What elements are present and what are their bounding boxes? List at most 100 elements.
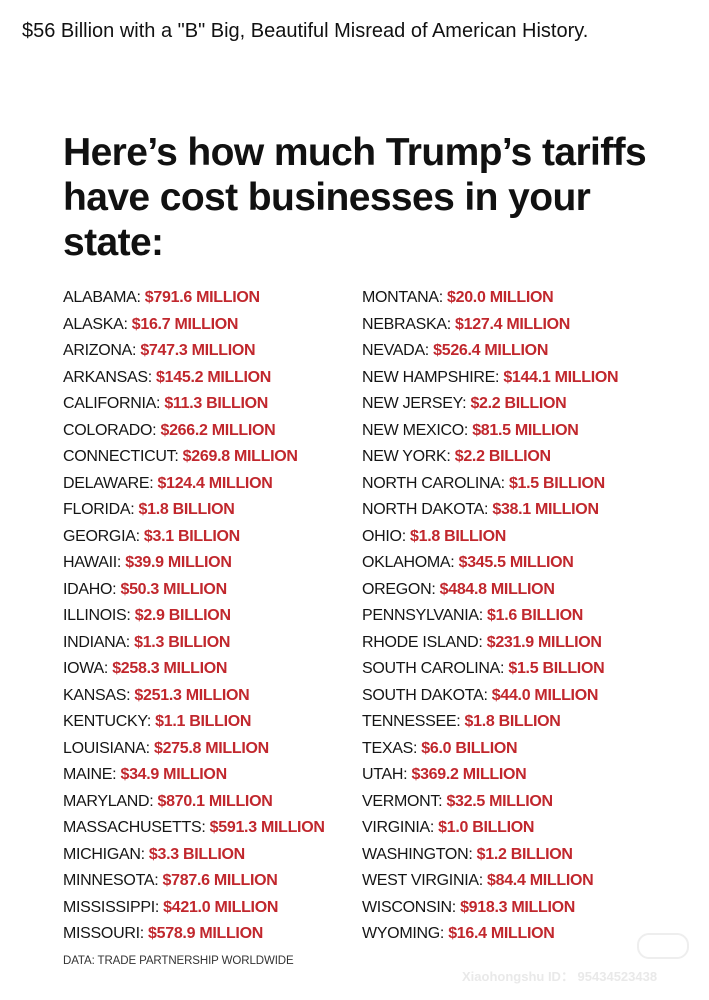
state-row: NEW MEXICO: $81.5 MILLION — [362, 418, 618, 445]
tariff-cost: $345.5 MILLION — [458, 554, 574, 571]
state-name: MONTANA: — [362, 289, 443, 306]
state-row: WISCONSIN: $918.3 MILLION — [362, 895, 618, 922]
tariff-cost: $50.3 MILLION — [120, 580, 227, 598]
state-name: TENNESSEE: — [362, 713, 461, 730]
state-name: MISSISSIPPI: — [63, 898, 159, 916]
state-row: UTAH: $369.2 MILLION — [362, 762, 618, 789]
tariff-cost: $144.1 MILLION — [503, 368, 619, 386]
tariff-cost: $791.6 MILLION — [144, 289, 260, 306]
state-row: OREGON: $484.8 MILLION — [362, 577, 618, 604]
state-name: COLORADO: — [63, 421, 157, 439]
headline: Here’s how much Trump’s tariffs have cos… — [63, 131, 647, 264]
state-row: NEW HAMPSHIRE: $144.1 MILLION — [362, 365, 619, 392]
state-name: WASHINGTON: — [362, 845, 473, 863]
state-row: WASHINGTON: $1.2 BILLION — [362, 842, 618, 869]
state-name: KENTUCKY: — [63, 713, 151, 730]
tariff-cost: $145.2 MILLION — [156, 368, 271, 386]
state-name: MASSACHUSETTS: — [63, 819, 206, 836]
state-name: WYOMING: — [362, 925, 445, 942]
state-row: KENTUCKY: $1.1 BILLION — [63, 709, 325, 736]
state-name: RHODE ISLAND: — [362, 633, 483, 651]
tariff-cost: $1.3 BILLION — [134, 633, 231, 651]
tariff-cost: $1.0 BILLION — [438, 819, 535, 836]
state-name: ILLINOIS: — [63, 607, 131, 624]
tariff-cost: $747.3 MILLION — [140, 342, 256, 359]
state-row: TEXAS: $6.0 BILLION — [362, 736, 618, 763]
tariff-cost: $84.4 MILLION — [487, 872, 594, 889]
state-name: CALIFORNIA: — [63, 395, 161, 412]
tariff-cost: $124.4 MILLION — [157, 474, 273, 492]
state-name: SOUTH CAROLINA: — [362, 660, 505, 677]
tariff-cost: $16.4 MILLION — [448, 925, 555, 942]
tariff-cost: $44.0 MILLION — [491, 686, 599, 704]
state-row: ALASKA: $16.7 MILLION — [63, 312, 325, 339]
state-row: ALABAMA: $791.6 MILLION — [63, 285, 325, 312]
state-row: IOWA: $258.3 MILLION — [63, 656, 325, 683]
tariff-cost: $2.9 BILLION — [134, 607, 231, 624]
state-row: INDIANA: $1.3 BILLION — [63, 630, 325, 657]
state-row: RHODE ISLAND: $231.9 MILLION — [362, 630, 618, 657]
state-row: SOUTH CAROLINA: $1.5 BILLION — [362, 656, 618, 683]
state-row: PENNSYLVANIA: $1.6 BILLION — [362, 603, 618, 630]
tariff-cost: $6.0 BILLION — [421, 739, 518, 757]
tariff-cost: $16.7 MILLION — [131, 315, 239, 333]
tariff-cost: $11.3 BILLION — [164, 395, 269, 412]
state-name: IDAHO: — [63, 580, 117, 598]
state-name: VERMONT: — [362, 792, 443, 810]
state-name: ALABAMA: — [63, 289, 141, 306]
state-name: WISCONSIN: — [362, 898, 456, 916]
post-caption: $56 Billion with a "B" Big, Beautiful Mi… — [22, 20, 589, 42]
tariff-cost: $20.0 MILLION — [447, 289, 554, 306]
tariff-cost: $38.1 MILLION — [492, 501, 599, 518]
tariff-cost: $32.5 MILLION — [446, 792, 553, 810]
state-name: ALASKA: — [63, 315, 128, 333]
tariff-cost: $526.4 MILLION — [433, 342, 549, 359]
state-row: DELAWARE: $124.4 MILLION — [63, 471, 325, 498]
state-row: MASSACHUSETTS: $591.3 MILLION — [63, 815, 325, 842]
tariff-cost: $2.2 BILLION — [454, 448, 551, 465]
state-name: NEW HAMPSHIRE: — [362, 368, 500, 386]
state-name: NEBRASKA: — [362, 315, 451, 333]
state-name: NEVADA: — [362, 342, 429, 359]
state-row: WEST VIRGINIA: $84.4 MILLION — [362, 868, 618, 895]
state-name: IOWA: — [63, 660, 109, 677]
tariff-cost: $1.5 BILLION — [508, 474, 605, 492]
state-name: MARYLAND: — [63, 792, 154, 810]
tariff-cost: $369.2 MILLION — [411, 766, 527, 783]
state-row: NEW JERSEY: $2.2 BILLION — [362, 391, 618, 418]
state-name: OREGON: — [362, 580, 436, 598]
state-name: SOUTH DAKOTA: — [362, 686, 488, 704]
state-row: FLORIDA: $1.8 BILLION — [63, 497, 325, 524]
tariff-cost: $1.2 BILLION — [476, 845, 573, 863]
state-name: LOUISIANA: — [63, 739, 150, 757]
state-row: NEVADA: $526.4 MILLION — [362, 338, 618, 365]
tariff-cost: $269.8 MILLION — [182, 448, 298, 465]
state-row: MARYLAND: $870.1 MILLION — [63, 789, 325, 816]
state-name: FLORIDA: — [63, 501, 135, 518]
state-name: NEW MEXICO: — [362, 421, 469, 439]
state-row: HAWAII: $39.9 MILLION — [63, 550, 325, 577]
state-name: ARKANSAS: — [63, 368, 152, 386]
state-name: MAINE: — [63, 766, 117, 783]
tariff-cost: $484.8 MILLION — [439, 580, 555, 598]
state-row: MINNESOTA: $787.6 MILLION — [63, 868, 325, 895]
tariff-cost: $918.3 MILLION — [460, 898, 576, 916]
tariff-cost: $34.9 MILLION — [120, 766, 227, 783]
state-row: ILLINOIS: $2.9 BILLION — [63, 603, 325, 630]
tariff-cost: $1.5 BILLION — [508, 660, 605, 677]
state-row: MAINE: $34.9 MILLION — [63, 762, 325, 789]
tariff-cost: $251.3 MILLION — [134, 686, 250, 704]
state-name: PENNSYLVANIA: — [362, 607, 483, 624]
tariff-cost: $578.9 MILLION — [148, 925, 263, 942]
tariff-cost: $275.8 MILLION — [153, 739, 269, 757]
state-name: DELAWARE: — [63, 474, 154, 492]
state-row: OKLAHOMA: $345.5 MILLION — [362, 550, 618, 577]
state-name: KANSAS: — [63, 686, 131, 704]
tariff-cost: $127.4 MILLION — [455, 315, 570, 333]
state-name: ARIZONA: — [63, 342, 137, 359]
state-name: HAWAII: — [63, 554, 122, 571]
state-name: NORTH CAROLINA: — [362, 474, 505, 492]
state-row: NORTH DAKOTA: $38.1 MILLION — [362, 497, 618, 524]
state-row: ARKANSAS: $145.2 MILLION — [63, 365, 325, 392]
state-row: SOUTH DAKOTA: $44.0 MILLION — [362, 683, 618, 710]
